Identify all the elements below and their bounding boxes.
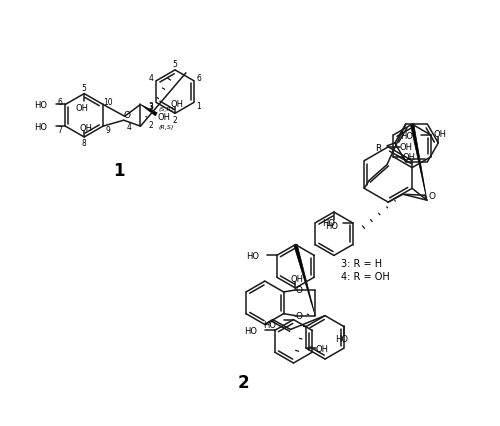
Text: 4: 4 <box>126 122 131 131</box>
Text: OH: OH <box>158 112 170 121</box>
Text: R: R <box>375 144 381 153</box>
Text: 10: 10 <box>104 98 113 107</box>
Text: HO: HO <box>336 334 348 343</box>
Text: 9: 9 <box>106 125 110 134</box>
Text: 4: R = OH: 4: R = OH <box>341 271 390 282</box>
Text: 3: 3 <box>148 103 154 112</box>
Text: 6: 6 <box>196 74 202 83</box>
Text: HO: HO <box>322 219 335 228</box>
Text: OH: OH <box>402 153 415 162</box>
Text: OH: OH <box>400 143 412 152</box>
Text: 5: 5 <box>82 84 86 93</box>
Text: 6: 6 <box>58 98 62 107</box>
Text: OH: OH <box>291 274 304 283</box>
Text: HO: HO <box>262 320 276 329</box>
Text: 4: 4 <box>148 74 154 83</box>
Text: OH: OH <box>80 124 92 132</box>
Text: HO: HO <box>34 101 48 109</box>
Text: 3: 3 <box>148 102 154 111</box>
Text: O: O <box>296 286 303 295</box>
Text: HO: HO <box>244 326 257 335</box>
Text: HO: HO <box>246 251 259 260</box>
Text: 1: 1 <box>113 161 124 179</box>
Text: HO: HO <box>326 222 338 231</box>
Text: 5: 5 <box>172 60 178 69</box>
Text: (S,R): (S,R) <box>158 106 174 112</box>
Text: (R,S): (R,S) <box>158 124 174 130</box>
Text: 8: 8 <box>82 139 86 148</box>
Text: HO: HO <box>400 131 413 140</box>
Text: HO: HO <box>34 122 48 131</box>
Polygon shape <box>294 245 315 316</box>
Polygon shape <box>140 105 157 116</box>
Text: OH: OH <box>434 129 446 138</box>
Text: O: O <box>296 311 303 320</box>
Text: 1: 1 <box>196 102 202 111</box>
Text: 3: R = H: 3: R = H <box>341 259 382 269</box>
Text: 2: 2 <box>172 115 178 124</box>
Text: OH: OH <box>170 100 183 109</box>
Text: O: O <box>428 191 435 200</box>
Text: 7: 7 <box>58 125 62 134</box>
Text: OH: OH <box>316 344 328 353</box>
Text: OH: OH <box>76 104 88 112</box>
Text: 2: 2 <box>238 373 249 391</box>
Polygon shape <box>410 124 427 201</box>
Text: O: O <box>123 110 130 120</box>
Text: 2: 2 <box>148 121 153 130</box>
